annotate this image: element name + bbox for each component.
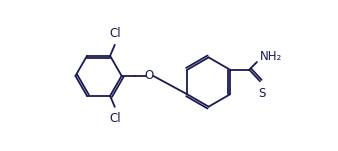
Text: NH₂: NH₂ [260, 50, 282, 63]
Text: O: O [145, 69, 154, 82]
Text: S: S [258, 87, 265, 100]
Text: Cl: Cl [109, 112, 121, 125]
Text: Cl: Cl [109, 27, 121, 40]
